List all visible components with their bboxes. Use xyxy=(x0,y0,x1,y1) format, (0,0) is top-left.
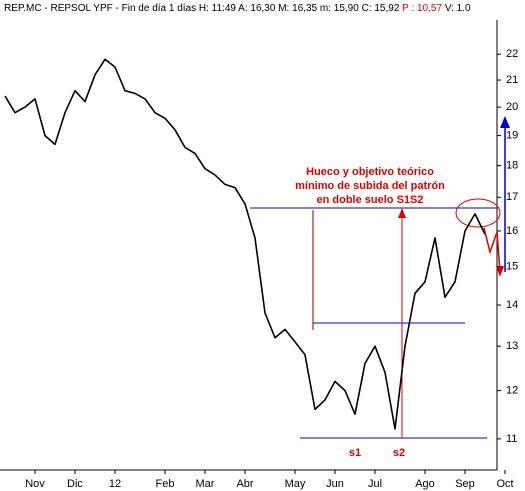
y-tick-label: 21 xyxy=(506,74,518,86)
annotation-text: mínimo de subida del patrón xyxy=(295,180,445,192)
y-tick-label: 20 xyxy=(506,101,518,113)
annotations xyxy=(250,116,510,439)
header-volume: V: 1.0 xyxy=(445,3,471,14)
y-tick-label: 17 xyxy=(506,191,518,203)
x-tick-label: Jul xyxy=(368,478,382,490)
x-tick-label: Sep xyxy=(455,478,475,490)
point-label: s1 xyxy=(349,447,361,459)
arrow-head xyxy=(496,266,504,277)
annotation-text: Hueco y objetivo teórico xyxy=(306,166,434,178)
x-tick-label: Ago xyxy=(415,478,435,490)
highlight-ellipse xyxy=(455,198,501,228)
projection-arrows xyxy=(483,227,501,273)
y-tick-label: 11 xyxy=(506,433,517,445)
chart-header: REP.MC - REPSOL YPF - Fin de día 1 días … xyxy=(4,3,471,14)
arrow-head xyxy=(500,116,510,128)
arrow-head xyxy=(398,208,406,218)
point-label: s2 xyxy=(393,447,405,459)
x-tick-label: May xyxy=(285,478,306,490)
x-tick-label: Mar xyxy=(196,478,215,490)
price-line xyxy=(4,58,486,430)
x-tick-label: Jun xyxy=(326,478,344,490)
x-tick-label: Dic xyxy=(67,478,83,490)
y-tick-label: 18 xyxy=(506,159,518,171)
header-performance: P : 10,57 xyxy=(402,3,442,14)
x-tick-label: Feb xyxy=(156,478,175,490)
y-tick-label: 16 xyxy=(506,225,518,237)
x-tick-label: 12 xyxy=(109,478,121,490)
x-tick-label: Oct xyxy=(496,478,513,490)
y-tick-label: 15 xyxy=(506,261,518,273)
header-info: REP.MC - REPSOL YPF - Fin de día 1 días … xyxy=(4,3,400,14)
x-tick-label: Abr xyxy=(236,478,253,490)
y-tick-label: 12 xyxy=(506,384,518,396)
y-tick-label: 13 xyxy=(506,340,518,352)
annotation-text: en doble suelo S1S2 xyxy=(317,194,424,206)
y-tick-label: 14 xyxy=(506,299,518,311)
y-tick-label: 19 xyxy=(506,129,518,141)
x-tick-label: Nov xyxy=(25,478,45,490)
y-tick-label: 22 xyxy=(506,48,518,60)
